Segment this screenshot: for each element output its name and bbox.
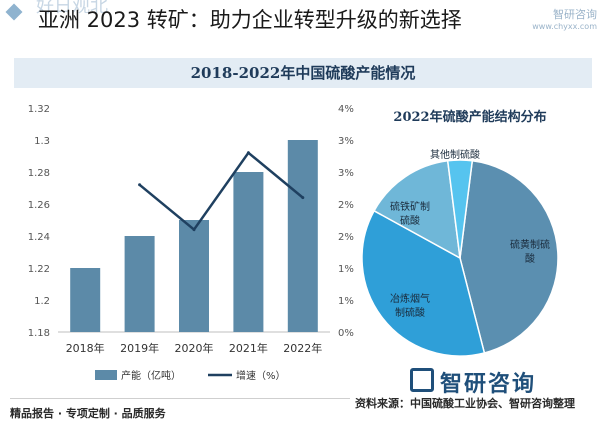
x-tick-label: 2021年 (229, 341, 268, 355)
y-right-tick-label: 3% (338, 168, 354, 179)
x-tick-label: 2022年 (283, 341, 322, 355)
y-left-tick-label: 1.3 (34, 136, 50, 147)
legend-line-label: 增速（%） (236, 369, 286, 382)
y-left-tick-label: 1.32 (28, 104, 50, 115)
pie-slice (446, 159, 474, 259)
bar (70, 268, 101, 332)
footer-slogan: 精品报告 · 专项定制 · 品质服务 (10, 407, 166, 420)
y-left-tick-label: 1.18 (28, 328, 50, 339)
y-right-tick-label: 4% (338, 104, 354, 115)
source-note: 资料来源：中国硫酸工业协会、智研咨询整理 (355, 397, 575, 410)
y-left-tick-label: 1.24 (28, 232, 50, 243)
x-tick-label: 2018年 (66, 341, 105, 355)
y-right-tick-label: 0% (338, 328, 354, 339)
y-left-tick-label: 1.22 (28, 264, 50, 275)
bar (233, 172, 264, 332)
pie-label: 冶炼烟气制硫酸 (390, 292, 430, 319)
header-band (0, 0, 607, 42)
chart-main-title: 2018-2022年中国硫酸产能情况 (190, 64, 416, 82)
brand-logo-icon (410, 368, 434, 392)
page-headline: 亚洲 2023 转矿：助力企业转型升级的新选择 (38, 8, 462, 32)
y-left-tick-label: 1.2 (34, 296, 50, 307)
pie-title: 2022年硫酸产能结构分布 (393, 110, 547, 125)
pie-slice (373, 159, 461, 260)
legend-bar-label: 产能（亿吨） (121, 369, 181, 382)
y-left-tick-label: 1.28 (28, 168, 50, 179)
watermark-name: 智研咨询 (553, 8, 597, 21)
pie-label: 硫铁矿制硫酸 (390, 200, 430, 227)
growth-point (301, 196, 305, 200)
pie-label: 其他制硫酸 (430, 148, 480, 161)
y-right-tick-label: 3% (338, 136, 354, 147)
title-band (14, 58, 592, 88)
watermark-url: www.chyxx.com (532, 22, 597, 31)
x-tick-label: 2019年 (120, 341, 159, 355)
y-right-tick-label: 1% (338, 264, 354, 275)
pie-label: 硫黄制硫酸 (510, 238, 550, 265)
brand-name: 智研咨询 (440, 372, 537, 397)
pie-slice (361, 209, 486, 357)
growth-line (138, 150, 304, 232)
faint-header-text: 好日观北 (36, 0, 108, 17)
y-right-tick-label: 1% (338, 296, 354, 307)
bar (124, 236, 155, 332)
bar (179, 220, 209, 332)
footer-divider (10, 398, 350, 399)
pie-slice (459, 159, 559, 354)
legend-bar-swatch (95, 370, 117, 380)
x-tick-label: 2020年 (175, 341, 214, 355)
growth-point (246, 151, 250, 155)
growth-point (192, 228, 196, 232)
growth-point (138, 183, 142, 187)
y-right-tick-label: 2% (338, 200, 354, 211)
y-left-tick-label: 1.26 (28, 200, 50, 211)
bar (287, 140, 318, 332)
y-right-tick-label: 2% (338, 232, 354, 243)
